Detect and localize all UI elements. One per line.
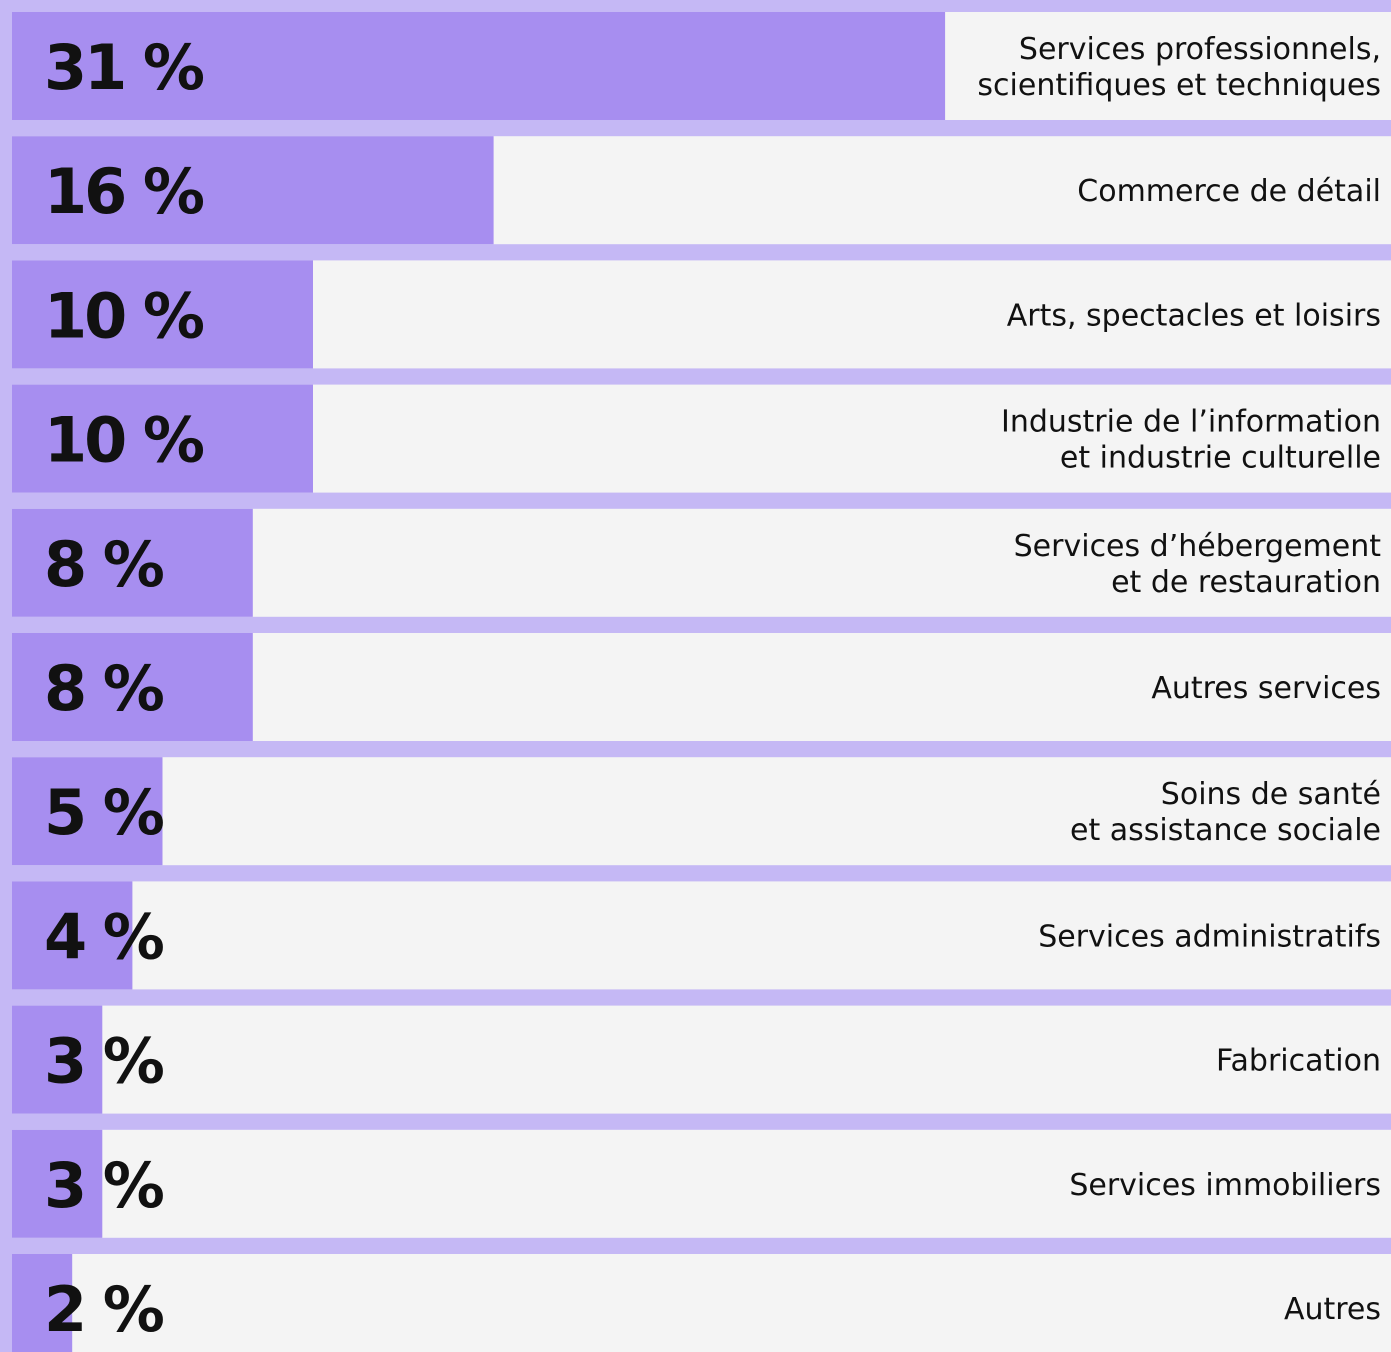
bar	[12, 1129, 103, 1238]
value-label: 3 %	[44, 1025, 164, 1098]
category-label: Services d’hébergement	[1014, 529, 1382, 564]
category-label: Services immobiliers	[1069, 1168, 1381, 1203]
category-label: Fabrication	[1216, 1044, 1381, 1079]
category-label: Commerce de détail	[1077, 174, 1381, 209]
bar	[12, 1005, 103, 1114]
category-label: Autres services	[1151, 671, 1381, 706]
bar	[12, 881, 133, 990]
value-label: 16 %	[44, 155, 204, 228]
row-background	[12, 1254, 1391, 1352]
row-background	[12, 881, 1391, 990]
bar	[12, 757, 163, 866]
category-label: Autres	[1284, 1292, 1381, 1327]
row-background	[12, 757, 1391, 866]
value-label: 4 %	[44, 900, 164, 973]
category-label: et assistance sociale	[1070, 813, 1381, 848]
bar	[12, 12, 946, 120]
value-label: 2 %	[44, 1273, 164, 1346]
bar	[12, 1254, 73, 1352]
bar	[12, 633, 253, 741]
value-label: 10 %	[44, 279, 204, 352]
category-label: et industrie culturelle	[1060, 441, 1381, 476]
bar	[12, 384, 313, 493]
category-label: scientifiques et techniques	[977, 68, 1381, 103]
bar	[12, 260, 313, 369]
category-label: Soins de santé	[1161, 777, 1381, 812]
value-label: 10 %	[44, 404, 204, 477]
bar	[12, 136, 494, 245]
value-label: 5 %	[44, 776, 164, 849]
bar	[12, 508, 253, 617]
value-label: 8 %	[44, 528, 164, 601]
value-label: 8 %	[44, 652, 164, 725]
category-label: Industrie de l’information	[1001, 405, 1381, 440]
row-background	[12, 1129, 1391, 1238]
category-label: Arts, spectacles et loisirs	[1007, 298, 1381, 333]
category-label: Services administratifs	[1038, 919, 1381, 954]
category-label: et de restauration	[1111, 565, 1381, 600]
value-label: 3 %	[44, 1149, 164, 1222]
value-label: 31 %	[44, 31, 204, 104]
category-label: Services professionnels,	[1019, 32, 1381, 67]
row-background	[12, 1005, 1391, 1114]
